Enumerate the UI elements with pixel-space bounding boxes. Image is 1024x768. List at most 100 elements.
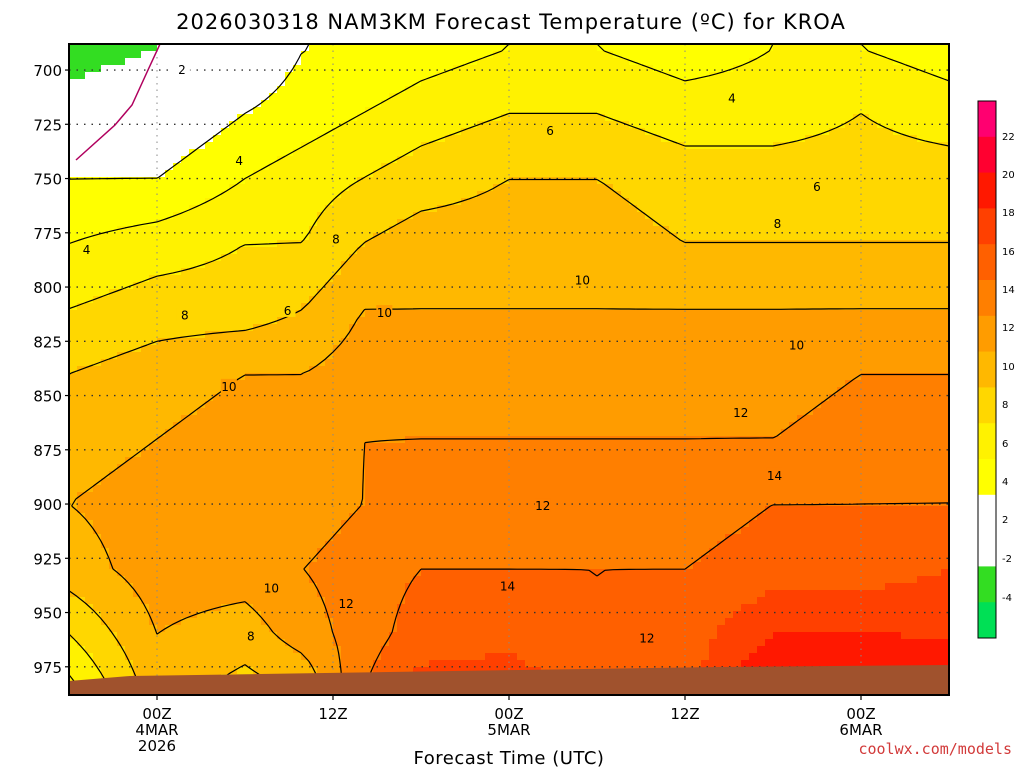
field-cell bbox=[661, 261, 670, 269]
field-cell bbox=[205, 163, 214, 171]
field-cell bbox=[445, 100, 454, 108]
field-cell bbox=[157, 51, 166, 59]
field-cell bbox=[517, 149, 526, 157]
field-cell bbox=[701, 93, 710, 101]
field-cell bbox=[237, 191, 246, 199]
field-cell bbox=[805, 352, 814, 360]
field-cell bbox=[277, 135, 286, 143]
field-cell bbox=[621, 268, 630, 276]
field-cell bbox=[85, 338, 94, 346]
field-cell bbox=[421, 296, 430, 304]
field-cell bbox=[869, 149, 878, 157]
field-cell bbox=[293, 289, 302, 297]
field-cell bbox=[629, 226, 638, 234]
field-cell bbox=[589, 205, 598, 213]
field-cell bbox=[549, 303, 558, 311]
field-cell bbox=[573, 184, 582, 192]
field-cell bbox=[557, 86, 566, 94]
field-cell bbox=[741, 191, 750, 199]
field-cell bbox=[245, 44, 254, 52]
field-cell bbox=[661, 100, 670, 108]
field-cell bbox=[765, 233, 774, 241]
field-cell bbox=[173, 44, 182, 52]
field-cell bbox=[101, 72, 110, 80]
field-cell bbox=[253, 58, 262, 66]
field-cell bbox=[941, 261, 949, 269]
field-cell bbox=[341, 233, 350, 241]
field-cell bbox=[477, 191, 486, 199]
field-cell bbox=[381, 226, 390, 234]
field-cell bbox=[173, 352, 182, 360]
field-cell bbox=[325, 149, 334, 157]
field-cell bbox=[637, 58, 646, 66]
field-cell bbox=[637, 296, 646, 304]
field-cell bbox=[421, 331, 430, 339]
field-cell bbox=[517, 79, 526, 87]
field-cell bbox=[869, 345, 878, 353]
field-cell bbox=[77, 324, 86, 332]
field-cell bbox=[869, 268, 878, 276]
field-cell bbox=[901, 121, 910, 129]
field-cell bbox=[525, 65, 534, 73]
field-cell bbox=[181, 219, 190, 227]
field-cell bbox=[237, 359, 246, 367]
field-cell bbox=[293, 303, 302, 311]
field-cell bbox=[885, 170, 894, 178]
field-cell bbox=[85, 303, 94, 311]
field-cell bbox=[421, 212, 430, 220]
field-cell bbox=[677, 289, 686, 297]
field-cell bbox=[149, 212, 158, 220]
field-cell bbox=[205, 58, 214, 66]
field-cell bbox=[637, 338, 646, 346]
field-cell bbox=[285, 226, 294, 234]
field-cell bbox=[509, 107, 518, 115]
field-cell bbox=[157, 163, 166, 171]
field-cell bbox=[373, 233, 382, 241]
field-cell bbox=[437, 58, 446, 66]
field-cell bbox=[821, 142, 830, 150]
field-cell bbox=[333, 338, 342, 346]
field-cell bbox=[189, 331, 198, 339]
field-cell bbox=[141, 156, 150, 164]
field-cell bbox=[605, 240, 614, 248]
field-cell bbox=[901, 233, 910, 241]
field-cell bbox=[693, 128, 702, 136]
field-cell bbox=[813, 170, 822, 178]
field-cell bbox=[125, 93, 134, 101]
field-cell bbox=[389, 142, 398, 150]
field-cell bbox=[909, 51, 918, 59]
field-cell bbox=[741, 317, 750, 325]
field-cell bbox=[149, 303, 158, 311]
field-cell bbox=[757, 135, 766, 143]
field-cell bbox=[373, 212, 382, 220]
field-cell bbox=[317, 254, 326, 262]
field-cell bbox=[925, 261, 934, 269]
field-cell bbox=[685, 247, 694, 255]
field-cell bbox=[925, 212, 934, 220]
field-cell bbox=[501, 303, 510, 311]
field-cell bbox=[573, 191, 582, 199]
field-cell bbox=[245, 226, 254, 234]
field-cell bbox=[797, 289, 806, 297]
field-cell bbox=[893, 324, 902, 332]
field-cell bbox=[845, 219, 854, 227]
field-cell bbox=[309, 135, 318, 143]
field-cell bbox=[749, 135, 758, 143]
field-cell bbox=[901, 352, 910, 360]
field-cell bbox=[629, 310, 638, 318]
field-cell bbox=[677, 177, 686, 185]
field-cell bbox=[189, 107, 198, 115]
field-cell bbox=[669, 324, 678, 332]
field-cell bbox=[381, 233, 390, 241]
field-cell bbox=[301, 51, 310, 59]
field-cell bbox=[925, 247, 934, 255]
field-cell bbox=[701, 149, 710, 157]
field-cell bbox=[765, 338, 774, 346]
field-cell bbox=[869, 247, 878, 255]
field-cell bbox=[669, 198, 678, 206]
field-cell bbox=[213, 205, 222, 213]
field-cell bbox=[453, 198, 462, 206]
field-cell bbox=[413, 107, 422, 115]
field-cell bbox=[477, 317, 486, 325]
field-cell bbox=[693, 345, 702, 353]
